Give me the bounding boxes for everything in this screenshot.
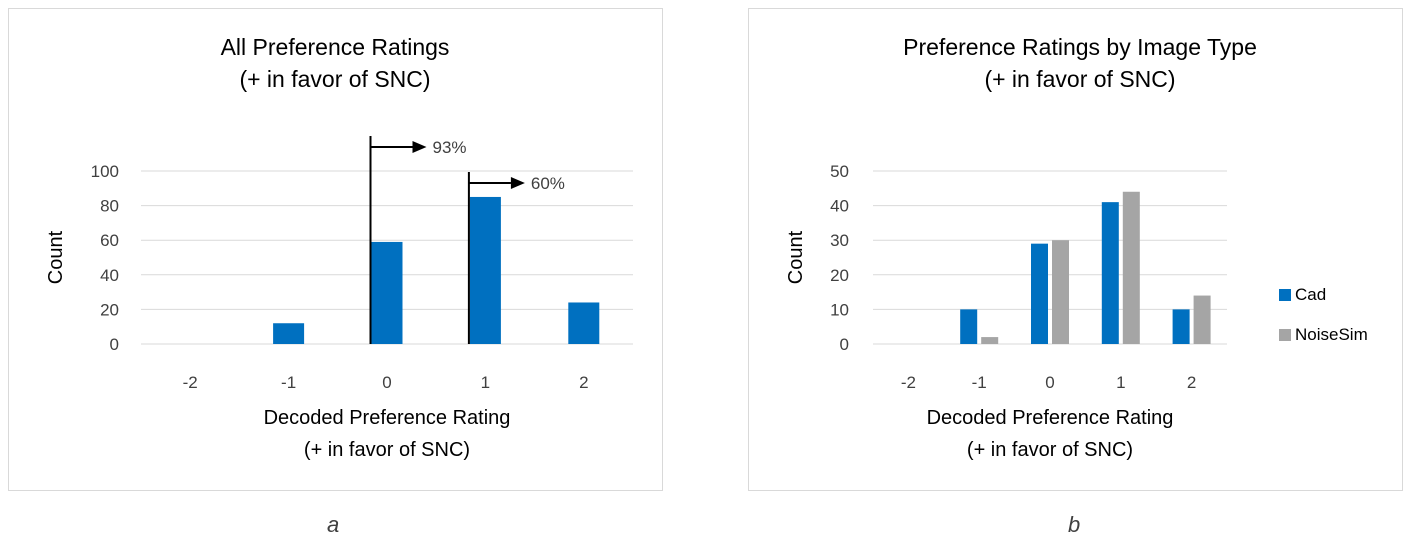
bar-count--1 [273,323,305,344]
y-tick-label: 40 [100,266,119,285]
y-tick-label: 100 [91,162,119,181]
x-tick-label: -1 [972,373,987,392]
chart-b-svg: Preference Ratings by Image Type (+ in fa… [785,34,1368,461]
y-tick-label: 20 [100,300,119,319]
annotation-arrow-head [510,177,525,189]
bar-cad--1 [960,309,978,344]
y-tick-label: 20 [830,266,849,285]
x-axis-title-line: (+ in favor of SNC) [304,439,470,461]
bar-count-2 [568,302,600,344]
annotation-arrow-head [412,141,427,153]
y-tick-label: 0 [840,335,849,354]
x-tick-label: -2 [183,373,198,392]
chart-title-line: All Preference Ratings [221,34,450,60]
x-tick-label: -2 [901,373,916,392]
x-tick-label: 1 [1116,373,1125,392]
bar-count-0 [371,241,403,344]
x-tick-label: 2 [1187,373,1196,392]
y-tick-label: 40 [830,197,849,216]
x-axis-title-line: (+ in favor of SNC) [967,439,1133,461]
x-axis-title-line: Decoded Preference Rating [264,407,511,429]
y-tick-label: 10 [830,300,849,319]
bar-cad-0 [1031,243,1048,344]
chart-title-line: Preference Ratings by Image Type [903,34,1257,60]
y-axis-title: Count [45,230,67,284]
legend-swatch-cad [1279,289,1291,301]
x-tick-label: 0 [1045,373,1054,392]
chart-panel-a: All Preference Ratings (+ in favor of SNC… [8,8,663,491]
x-tick-label: 1 [481,373,490,392]
x-tick-label: 0 [382,373,391,392]
chart-title-line: (+ in favor of SNC) [984,66,1175,92]
x-tick-label: 2 [579,373,588,392]
bar-cad-1 [1101,202,1119,344]
y-tick-label: 50 [830,162,849,181]
panel-label-a: a [327,512,340,537]
legend-swatch-noisesim [1279,329,1291,341]
bar-noisesim-2 [1193,295,1211,344]
y-tick-label: 0 [110,335,119,354]
bar-noisesim-1 [1122,191,1140,344]
legend-label-cad: Cad [1295,285,1326,304]
chart-a-svg: All Preference Ratings (+ in favor of SNC… [45,34,633,461]
legend-label-noisesim: NoiseSim [1295,325,1368,344]
x-axis-title-line: Decoded Preference Rating [927,407,1174,429]
chart-panel-b: Preference Ratings by Image Type (+ in fa… [748,8,1403,491]
y-tick-label: 30 [830,231,849,250]
annotation-label: 93% [433,138,467,157]
bar-noisesim--1 [981,337,999,344]
bar-cad-2 [1172,309,1190,344]
panel-label-b: b [1068,512,1081,537]
bar-count-1 [469,196,501,344]
x-tick-label: -1 [281,373,296,392]
y-tick-label: 80 [100,197,119,216]
y-tick-label: 60 [100,231,119,250]
bar-noisesim-0 [1052,240,1069,344]
chart-title-line: (+ in favor of SNC) [239,66,430,92]
annotation-label: 60% [531,174,565,193]
y-axis-title: Count [785,230,807,284]
